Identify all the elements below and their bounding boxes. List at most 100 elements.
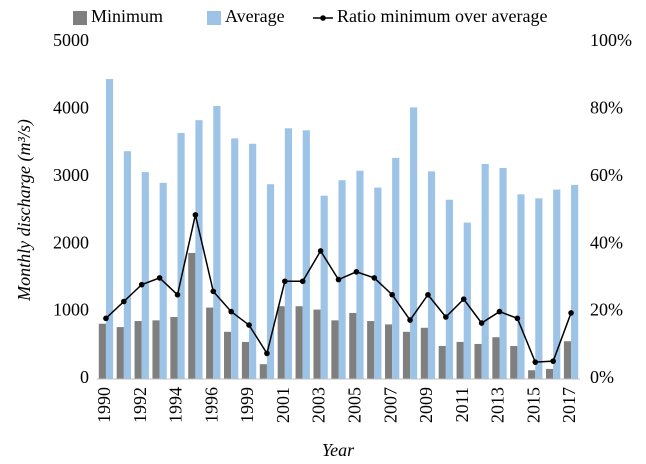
bar — [374, 187, 382, 379]
bar — [492, 337, 500, 379]
bar — [313, 309, 321, 379]
ratio-point — [299, 278, 306, 285]
ratio-point — [192, 212, 199, 218]
ratio-point — [264, 350, 270, 357]
bar — [241, 341, 250, 379]
ratio-point — [478, 320, 485, 326]
bar — [535, 198, 543, 379]
bar — [152, 320, 160, 379]
bar — [249, 143, 257, 379]
x-tick-label: 2011 — [452, 387, 472, 422]
bar — [402, 331, 411, 379]
x-tick-label: 2015 — [523, 387, 543, 423]
bar — [510, 345, 518, 379]
bar — [474, 343, 482, 379]
ratio-point — [156, 275, 163, 281]
y2-tick-label: 0% — [590, 367, 614, 387]
bar — [188, 252, 196, 379]
bar — [481, 163, 489, 379]
x-tick-label: 2001 — [273, 387, 293, 423]
x-tick-label: 1994 — [166, 387, 186, 423]
y2-tick-label: 100% — [590, 30, 632, 50]
ratio-point — [174, 291, 181, 298]
y2-tick-label: 80% — [590, 98, 623, 118]
bar — [385, 324, 393, 379]
legend-label: Minimum — [91, 6, 163, 26]
y2-tick-label: 40% — [590, 232, 623, 252]
bar — [123, 151, 131, 379]
bar — [98, 323, 106, 379]
bar — [499, 168, 507, 379]
bar — [141, 172, 149, 379]
bar — [284, 128, 292, 379]
bar — [277, 306, 285, 379]
ratio-point — [371, 275, 378, 281]
bar — [134, 321, 142, 379]
bar — [563, 341, 572, 379]
bar — [266, 184, 275, 379]
y-tick-label: 1000 — [53, 300, 89, 320]
x-tick-label: 2005 — [345, 387, 365, 423]
legend-marker — [320, 15, 326, 21]
bar — [213, 106, 221, 379]
x-tick-label: 2009 — [416, 387, 436, 423]
bar — [224, 331, 232, 379]
y-axis-label: Monthly discharge (m³/s) — [14, 119, 35, 302]
bar — [410, 107, 418, 380]
bar — [116, 327, 124, 379]
bar — [295, 306, 303, 379]
bar — [546, 368, 554, 379]
bar — [517, 194, 525, 379]
y-tick-label: 5000 — [53, 30, 89, 50]
y2-tick-label: 20% — [590, 300, 623, 320]
legend-swatch — [207, 11, 221, 25]
bar — [206, 307, 214, 379]
x-tick-label: 2017 — [559, 387, 579, 423]
legend-swatch — [73, 11, 87, 25]
ratio-point — [246, 322, 252, 328]
ratio-point — [407, 317, 413, 323]
y-tick-label: 0 — [80, 367, 89, 387]
x-tick-label: 1999 — [237, 387, 257, 423]
bar — [105, 79, 114, 379]
bar — [349, 312, 357, 379]
bar — [571, 184, 579, 379]
bar — [463, 222, 471, 379]
ratio-point — [425, 291, 431, 298]
ratio-point — [317, 248, 324, 254]
bar — [170, 316, 178, 379]
x-axis-label: Year — [322, 440, 355, 460]
ratio-point — [335, 276, 342, 283]
bar — [553, 189, 561, 379]
ratio-point — [532, 359, 539, 365]
x-tick-label: 2003 — [309, 387, 329, 423]
bar — [438, 345, 446, 379]
x-tick-label: 1990 — [94, 387, 114, 423]
ratio-point — [228, 308, 234, 315]
x-tick-label: 2007 — [380, 387, 400, 423]
bar — [259, 364, 267, 379]
ratio-point — [210, 288, 217, 295]
bar — [445, 199, 453, 379]
bar — [331, 320, 339, 379]
ratio-point — [121, 298, 127, 305]
x-tick-label: 1992 — [130, 387, 150, 423]
bar — [528, 370, 536, 379]
legend-label: Ratio minimum over average — [337, 6, 547, 26]
y2-tick-label: 60% — [590, 165, 623, 185]
bar — [392, 157, 400, 379]
ratio-point — [138, 281, 145, 288]
bar — [420, 327, 428, 379]
bar — [338, 180, 346, 379]
ratio-point — [443, 314, 449, 320]
legend-label: Average — [225, 6, 285, 26]
ratio-point — [389, 291, 395, 298]
y-tick-label: 3000 — [53, 165, 89, 185]
ratio-point — [568, 310, 574, 316]
ratio-point — [496, 308, 503, 315]
bar — [231, 138, 239, 379]
bar — [302, 130, 310, 379]
bar — [456, 341, 464, 379]
x-tick-label: 1996 — [201, 387, 221, 423]
